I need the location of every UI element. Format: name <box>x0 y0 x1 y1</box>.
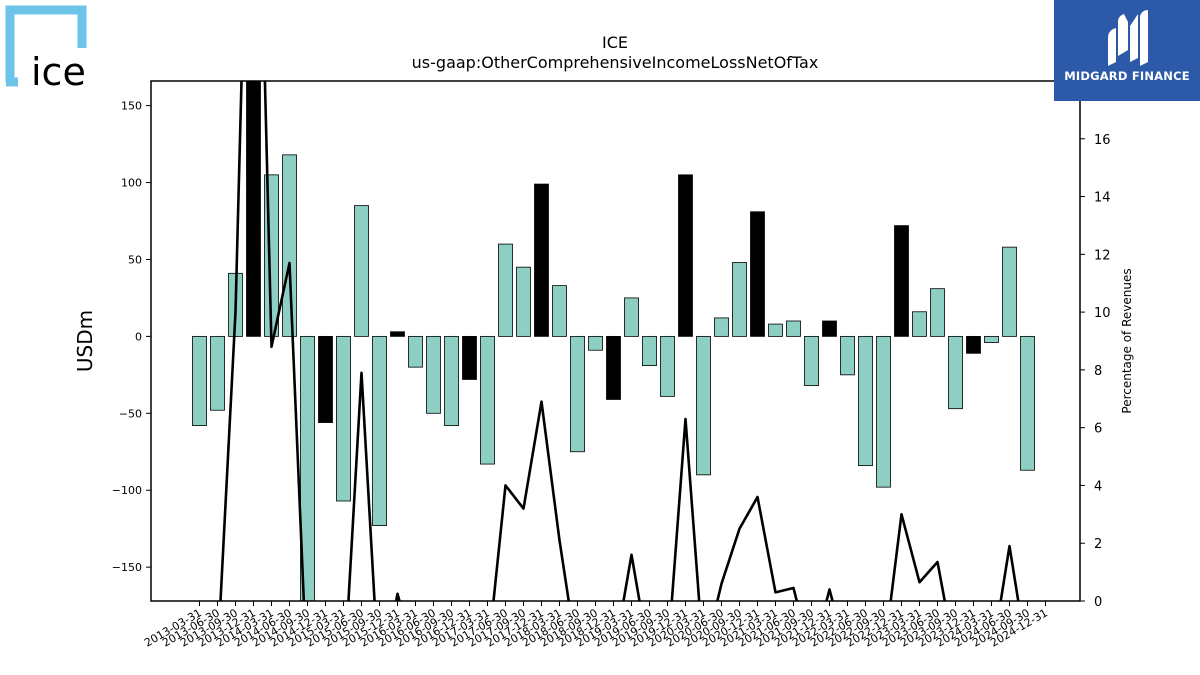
bar <box>930 288 945 337</box>
bar <box>390 331 405 337</box>
bar <box>894 225 909 337</box>
bar <box>840 335 855 376</box>
x-axis: 2013-03-312013-06-302013-09-302013-12-31… <box>142 601 1050 650</box>
ice-bracket-icon: ice <box>5 5 87 94</box>
bar <box>786 320 801 337</box>
bar <box>696 335 711 476</box>
bar <box>534 183 549 337</box>
bar-series <box>192 81 1035 601</box>
bar <box>606 335 621 400</box>
bar <box>804 335 819 387</box>
bar <box>624 297 639 337</box>
y-axis: −150 −100 −50 0 50 100 150 <box>112 100 151 574</box>
bar <box>570 335 585 453</box>
y-axis-label: USDm <box>73 310 97 372</box>
bar <box>732 262 747 337</box>
y2-tick-label: 4 <box>1094 479 1102 494</box>
y2-tick-label: 2 <box>1094 537 1102 552</box>
y2-tick-label: 14 <box>1094 191 1111 206</box>
y-tick-label: 0 <box>135 330 142 343</box>
y2-axis-label: Percentage of Revenues <box>1120 268 1134 413</box>
bar <box>552 285 567 337</box>
bar <box>876 335 891 488</box>
bar <box>354 205 369 337</box>
y2-axis: 0 2 4 6 8 10 12 14 16 <box>1080 133 1111 610</box>
bar <box>984 335 999 343</box>
bar <box>372 335 387 527</box>
plot-frame <box>150 80 1081 602</box>
ice-logo-text: ice <box>31 50 86 88</box>
bar <box>768 323 783 337</box>
y2-tick-label: 12 <box>1094 248 1111 263</box>
y-tick-label: −100 <box>112 484 142 497</box>
bar <box>858 335 873 467</box>
bar <box>642 335 657 367</box>
y-tick-label: 50 <box>128 253 142 266</box>
bar <box>498 243 513 337</box>
bar <box>300 335 315 601</box>
ice-logo: ice <box>4 4 88 94</box>
bar <box>912 311 927 337</box>
y-tick-label: −150 <box>112 561 142 574</box>
bar <box>480 335 495 465</box>
bar <box>588 335 603 351</box>
bar <box>750 211 765 337</box>
bar <box>714 317 729 337</box>
chart-title: ICE <box>602 33 628 52</box>
bar <box>462 335 477 380</box>
y2-tick-label: 16 <box>1094 133 1111 148</box>
bar <box>966 335 981 354</box>
bar <box>246 81 261 337</box>
bar <box>948 335 963 410</box>
midgard-finance-logo: MIDGARD FINANCE <box>1054 0 1200 101</box>
bar <box>1002 246 1017 337</box>
bar <box>1020 335 1035 471</box>
bar <box>408 335 423 368</box>
chart-subtitle: us-gaap:OtherComprehensiveIncomeLossNetO… <box>412 53 819 72</box>
y2-tick-label: 10 <box>1094 306 1111 321</box>
bar <box>282 154 297 337</box>
bar <box>678 174 693 337</box>
bar <box>336 335 351 502</box>
bar <box>426 335 441 414</box>
y-tick-label: −50 <box>119 407 142 420</box>
midgard-mark-icon <box>1108 10 1148 66</box>
bar <box>444 335 459 427</box>
bar <box>210 335 225 411</box>
bar <box>318 335 333 423</box>
midgard-logo-text: MIDGARD FINANCE <box>1064 69 1190 83</box>
y-tick-label: 100 <box>121 177 142 190</box>
y2-tick-label: 8 <box>1094 364 1102 379</box>
y2-tick-label: 6 <box>1094 422 1102 437</box>
bar <box>660 335 675 397</box>
y2-tick-label: 0 <box>1094 595 1102 610</box>
bar <box>516 266 531 337</box>
bar <box>192 335 207 427</box>
y-tick-label: 150 <box>121 100 142 113</box>
bar <box>822 320 837 337</box>
